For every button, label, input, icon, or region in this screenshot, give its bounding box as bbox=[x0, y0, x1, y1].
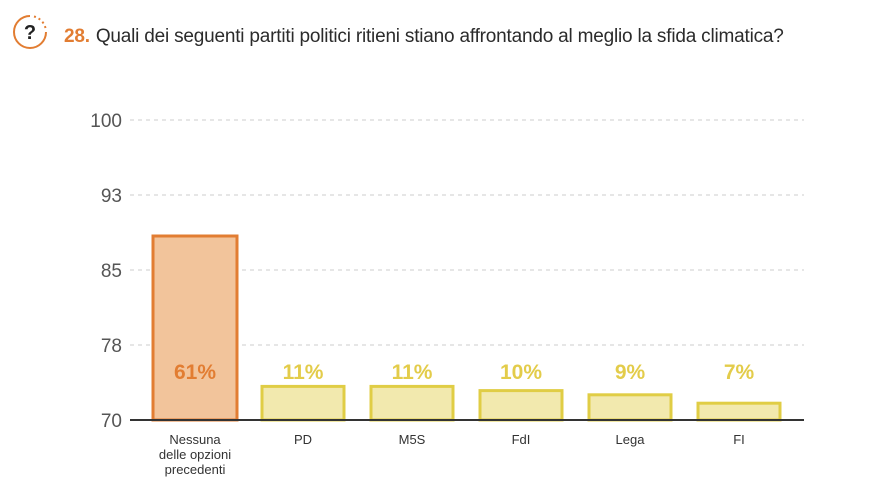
x-tick-label: M5S bbox=[399, 432, 426, 447]
x-tick-label: FI bbox=[733, 432, 745, 447]
y-tick-label: 78 bbox=[101, 336, 122, 357]
bar bbox=[478, 389, 564, 422]
x-tick-label: FdI bbox=[512, 432, 531, 447]
bar bbox=[696, 401, 782, 422]
bar bbox=[151, 234, 239, 422]
data-label: 9% bbox=[615, 361, 646, 384]
data-label: 10% bbox=[500, 361, 542, 384]
x-tick-label: precedenti bbox=[165, 462, 226, 477]
y-tick-label: 85 bbox=[101, 261, 122, 282]
data-label: 11% bbox=[392, 361, 433, 384]
header: ? 28. Quali dei seguenti partiti politici… bbox=[0, 0, 894, 70]
x-tick-label: PD bbox=[294, 432, 312, 447]
data-label: 61% bbox=[174, 361, 216, 384]
x-tick-label: Nessuna bbox=[169, 432, 221, 447]
bar bbox=[260, 384, 346, 422]
y-tick-label: 100 bbox=[90, 111, 122, 132]
x-tick-label: Lega bbox=[616, 432, 646, 447]
bar bbox=[369, 384, 455, 422]
y-tick-label: 93 bbox=[101, 186, 122, 207]
data-label: 11% bbox=[283, 361, 324, 384]
bar bbox=[587, 393, 673, 422]
question-title: 28. Quali dei seguenti partiti politici r… bbox=[64, 26, 784, 48]
y-tick-label: 70 bbox=[101, 411, 122, 432]
question-number: 28. bbox=[64, 26, 90, 47]
question-text: Quali dei seguenti partiti politici riti… bbox=[95, 26, 784, 47]
x-tick-label: delle opzioni bbox=[159, 447, 231, 462]
data-label: 7% bbox=[724, 361, 755, 384]
question-icon: ? bbox=[13, 15, 47, 49]
svg-text:?: ? bbox=[24, 22, 36, 44]
